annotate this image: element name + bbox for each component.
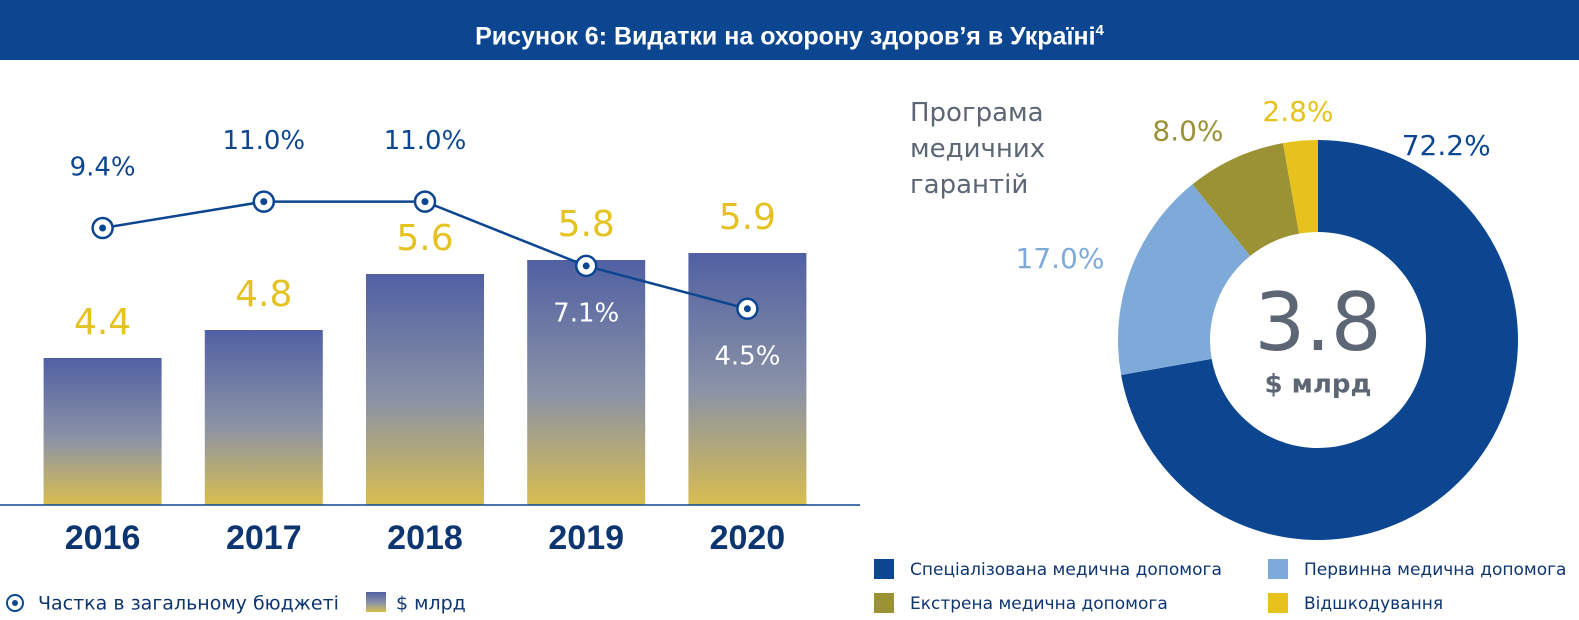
x-tick-label: 2020	[710, 519, 786, 557]
slice-value-label: 2.8%	[1262, 95, 1333, 128]
legend-label: Спеціалізована медична допомога	[910, 560, 1222, 580]
legend-label: Частка в загальному бюджеті	[38, 593, 339, 615]
donut-slice	[1118, 184, 1251, 376]
bar	[527, 260, 646, 505]
legend-label: Первинна медична допомога	[1304, 560, 1566, 580]
line-marker-dot	[582, 262, 590, 270]
bar-value-label: 5.6	[396, 218, 453, 259]
x-tick-label: 2019	[548, 519, 624, 557]
header: Рисунок 6: Видатки на охорону здоров’я в…	[0, 0, 1579, 60]
line-value-label: 11.0%	[222, 126, 305, 156]
line-value-label: 4.5%	[714, 341, 780, 371]
x-tick-label: 2016	[65, 519, 141, 557]
legend-swatch	[1268, 559, 1288, 579]
x-tick-label: 2018	[387, 519, 463, 557]
x-tick-label: 2017	[226, 519, 302, 557]
footnote-mark: 4	[1095, 22, 1104, 39]
slice-value-label: 17.0%	[1016, 242, 1105, 275]
slice-value-label: 72.2%	[1402, 129, 1491, 162]
bar	[366, 274, 484, 505]
line-value-label: 11.0%	[384, 126, 467, 156]
bar	[204, 330, 323, 505]
legend-swatch	[874, 559, 894, 579]
line-marker-dot	[743, 305, 751, 313]
slice-value-label: 8.0%	[1152, 114, 1223, 147]
bar-value-label: 4.4	[74, 302, 131, 343]
legend-marker-dot	[12, 600, 18, 606]
bar-value-label: 5.8	[558, 204, 615, 245]
line-value-label: 7.1%	[553, 298, 619, 328]
pie-title: Програма медичних гарантій	[910, 98, 1046, 200]
center-value: 3.8	[1254, 276, 1381, 369]
center-label: $ млрд	[1264, 370, 1371, 400]
line-value-label: 9.4%	[70, 153, 136, 183]
line-marker-dot	[260, 198, 268, 206]
legend-label: $ млрд	[396, 593, 466, 615]
legend-swatch	[874, 593, 894, 613]
legend-label: Екстрена медична допомога	[910, 594, 1168, 614]
donut-slice	[1282, 140, 1318, 234]
donut-slice	[1192, 143, 1300, 256]
legend-swatch	[1268, 593, 1288, 613]
line-marker-dot	[99, 224, 107, 232]
donut-slice	[1121, 140, 1519, 540]
bar	[43, 358, 162, 505]
header-title: Рисунок 6: Видатки на охорону здоров’я в…	[475, 22, 1096, 51]
line-marker-dot	[421, 198, 429, 206]
legend-swatch	[366, 592, 386, 612]
bar	[688, 253, 807, 505]
bar-value-label: 4.8	[235, 274, 292, 315]
legend-label: Відшкодування	[1304, 594, 1443, 614]
bar-value-label: 5.9	[719, 197, 776, 238]
